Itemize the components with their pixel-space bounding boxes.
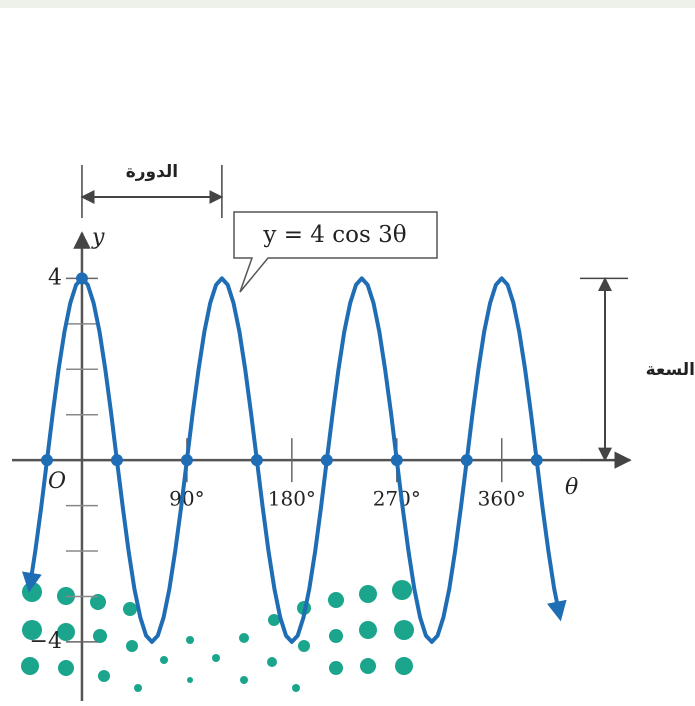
key-point [250, 454, 263, 467]
x-tick-label: 270° [373, 487, 421, 511]
key-point [180, 454, 193, 467]
x-tick-label: 90° [169, 487, 204, 511]
amplitude-label: السعة [646, 360, 695, 380]
key-point [530, 454, 543, 467]
period-label: الدورة [126, 162, 178, 182]
x-tick-label: 360° [478, 487, 526, 511]
callout [233, 211, 438, 293]
y-tick-label: 4 [48, 265, 62, 290]
equation-label: y = 4 cos 3θ [262, 222, 406, 248]
key-point [75, 272, 88, 285]
x-tick-label: 180° [268, 487, 316, 511]
y-tick-label: −4 [30, 629, 62, 654]
origin-label: O [48, 469, 66, 494]
x-axis-label: θ [565, 475, 578, 500]
top-strip [0, 0, 695, 8]
curve [22, 276, 567, 644]
key-point [40, 454, 53, 467]
key-point [320, 454, 333, 467]
key-point [390, 454, 403, 467]
key-point [460, 454, 473, 467]
key-point [110, 454, 123, 467]
y-axis-label: y [91, 225, 105, 250]
